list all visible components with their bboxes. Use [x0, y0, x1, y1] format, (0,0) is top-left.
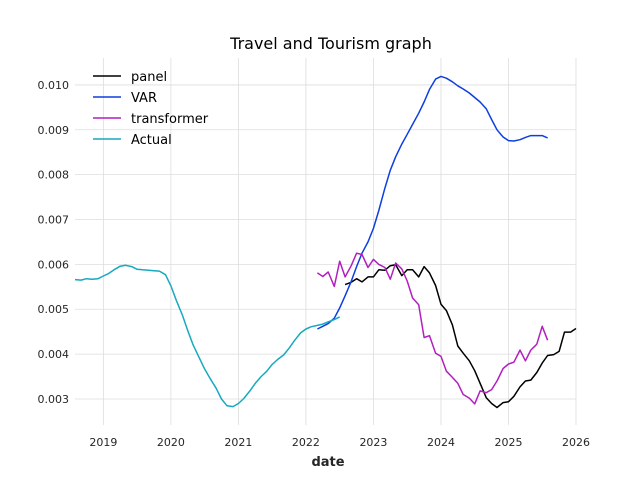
legend-label-transformer: transformer	[131, 112, 209, 127]
x-axis-label: date	[311, 455, 344, 470]
x-tick-label: 2019	[89, 436, 117, 449]
x-tick-label: 2021	[224, 436, 252, 449]
chart-title: Travel and Tourism graph	[229, 34, 432, 53]
x-tick-label: 2022	[292, 436, 320, 449]
y-tick-label: 0.006	[38, 258, 70, 271]
x-tick-label: 2025	[494, 436, 522, 449]
series-line-actual	[74, 264, 341, 408]
y-tick-label: 0.003	[38, 393, 70, 406]
legend-label-panel: panel	[131, 70, 167, 85]
series-line-transformer	[316, 252, 549, 405]
x-tick-label: 2020	[157, 436, 185, 449]
legend-label-var: VAR	[131, 91, 157, 106]
series-line-panel	[344, 264, 577, 409]
y-tick-label: 0.009	[38, 124, 70, 137]
y-tick-label: 0.007	[38, 214, 70, 227]
x-tick-label: 2026	[562, 436, 590, 449]
y-tick-label: 0.005	[38, 303, 70, 316]
y-tick-label: 0.004	[38, 348, 70, 361]
x-tick-label: 2024	[427, 436, 455, 449]
legend: panel VAR transformer Actual	[93, 70, 209, 148]
legend-label-actual: Actual	[131, 133, 172, 148]
y-tick-label: 0.008	[38, 169, 70, 182]
grid	[75, 58, 577, 425]
y-axis-ticks: 0.003 0.004 0.005 0.006 0.007 0.008 0.009 0.010	[38, 79, 70, 406]
x-tick-label: 2023	[359, 436, 387, 449]
x-axis-ticks: 2019 2020 2021 2022 2023 2024 2025 2026	[89, 436, 590, 449]
series-layer	[74, 75, 577, 409]
y-tick-label: 0.010	[38, 79, 70, 92]
series-line-var	[317, 75, 548, 330]
